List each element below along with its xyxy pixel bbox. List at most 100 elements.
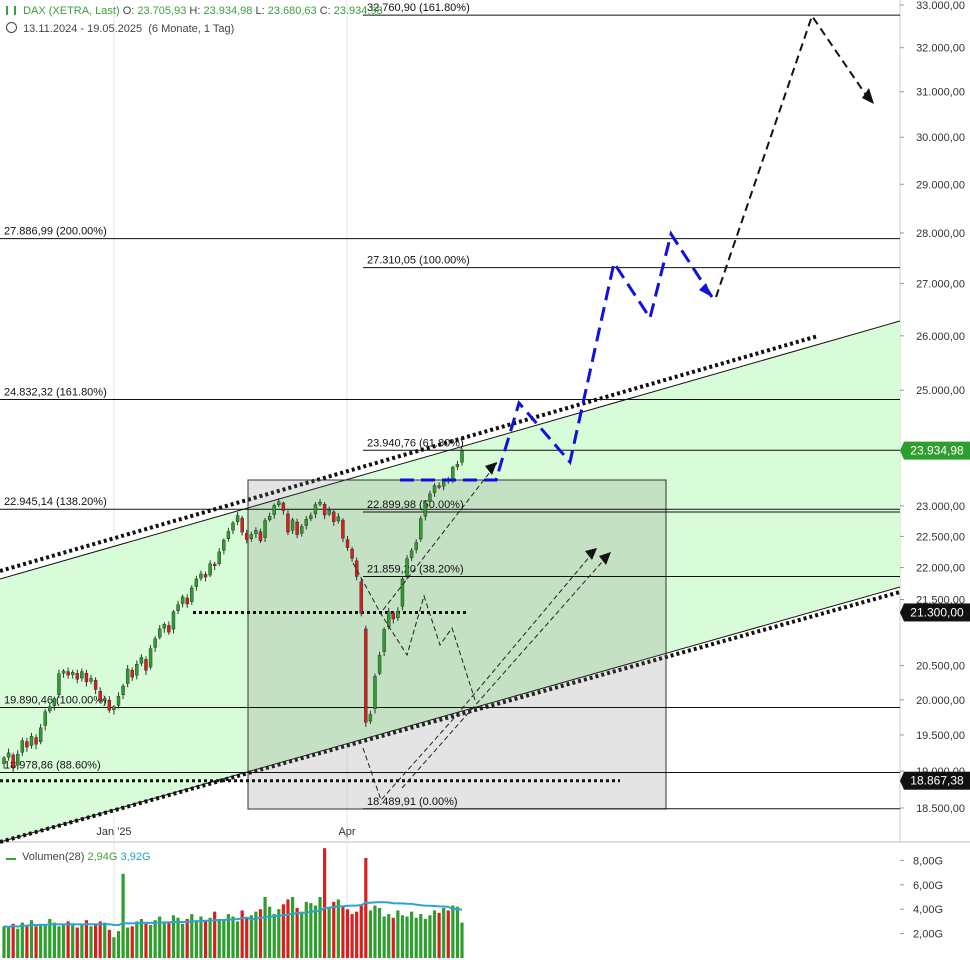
- volume-bar: [185, 918, 189, 958]
- volume-bar: [112, 937, 116, 958]
- volume-bar: [423, 918, 427, 958]
- black-arrow-head: [862, 88, 874, 104]
- candle-body: [350, 548, 354, 559]
- candle-body: [203, 574, 208, 578]
- candle-body: [267, 516, 272, 521]
- volume-bar: [350, 914, 354, 958]
- candle-body: [144, 659, 148, 671]
- candle-body: [212, 563, 217, 566]
- volume-bar: [410, 911, 414, 958]
- price-badge-tip: [900, 441, 904, 460]
- vol-tick-label: 4,00G: [913, 904, 943, 916]
- fib-label: 24.832,32 (161.80%): [4, 387, 107, 399]
- volume-bar: [249, 915, 253, 958]
- clock-icon: [6, 22, 17, 33]
- volume-bar: [446, 910, 450, 958]
- candle-body: [345, 539, 350, 548]
- volume-ma-line: [3, 901, 463, 928]
- candle-body: [373, 676, 377, 709]
- volume-bar: [194, 920, 198, 958]
- y-tick-label: 20.000,00: [916, 695, 965, 707]
- high-label: H:: [189, 5, 201, 17]
- candle-body: [20, 740, 25, 753]
- candle-body: [377, 655, 382, 674]
- channel-upper-dotted: [0, 334, 819, 573]
- volume-bar: [199, 916, 203, 958]
- fib-label: 32.760,90 (161.80%): [367, 2, 470, 14]
- chart-range: 13.11.2024 - 19.05.2025 (6 Monate, 1 Tag…: [6, 22, 234, 35]
- volume-bar: [368, 910, 372, 958]
- volume-bar: [235, 921, 240, 958]
- volume-bar: [231, 916, 235, 958]
- blue-arrow-head: [699, 283, 712, 297]
- fib-label: 22.945,14 (138.20%): [4, 496, 107, 508]
- fib-label: 23.940,76 (61.80%): [367, 437, 464, 449]
- volume-bar: [57, 926, 61, 958]
- volume-bar: [208, 917, 212, 958]
- volume-bar: [396, 910, 400, 958]
- candle-body: [281, 502, 286, 511]
- volume-bar: [295, 907, 299, 958]
- volume-bar: [2, 926, 6, 958]
- candle-body: [354, 560, 359, 577]
- volume-bar: [281, 904, 285, 958]
- candle-body: [277, 501, 281, 505]
- volume-bar: [290, 897, 295, 958]
- volume-bar: [71, 925, 75, 958]
- candle-body: [38, 727, 43, 742]
- candle-body: [6, 752, 11, 758]
- candle-body: [217, 551, 221, 564]
- volume-bar: [359, 904, 363, 958]
- vol-tick-label: 8,00G: [913, 855, 943, 867]
- candle-body: [190, 587, 194, 602]
- candle-body: [153, 638, 157, 648]
- volume-value-1: 2,94G: [87, 851, 118, 863]
- chart-header: DAX (XETRA, Last) O: 23.705,93 H: 23.934…: [6, 5, 383, 17]
- candle-body: [84, 673, 89, 683]
- volume-bar: [213, 911, 217, 958]
- volume-bar: [144, 923, 148, 958]
- high-value: 23.934,98: [203, 5, 253, 17]
- price-badge-label: 18.867,38: [910, 774, 964, 788]
- volume-bar: [309, 903, 313, 958]
- candle-body: [158, 628, 162, 638]
- candle-body: [304, 519, 308, 526]
- y-tick-label: 29.000,00: [916, 179, 965, 191]
- y-tick-label: 23.000,00: [916, 501, 965, 513]
- volume-bar: [162, 922, 166, 958]
- volume-bar: [20, 922, 24, 958]
- candle-body: [245, 533, 249, 540]
- volume-bar: [414, 917, 418, 958]
- volume-legend: Volumen(28) 2,94G 3,92G: [6, 851, 151, 863]
- candle-body: [43, 711, 47, 726]
- candle-body: [208, 563, 212, 576]
- volume-bar: [148, 925, 153, 958]
- close-value: 23.934,98: [333, 5, 383, 17]
- y-tick-label: 27.000,00: [916, 278, 965, 290]
- y-tick-label: 20.500,00: [916, 661, 965, 673]
- candle-body: [286, 513, 290, 533]
- channel-fill: [0, 321, 900, 842]
- vol-tick-label: 6,00G: [913, 880, 943, 892]
- y-tick-label: 28.000,00: [916, 228, 965, 240]
- volume-bar: [387, 914, 391, 958]
- candle-body: [336, 516, 341, 522]
- volume-bar: [432, 910, 437, 958]
- candle-body: [391, 612, 395, 620]
- price-badge-label: 21.300,00: [910, 605, 964, 619]
- candle-body: [455, 464, 460, 467]
- price-badge-bg: [904, 771, 970, 790]
- volume-icon: [6, 852, 16, 860]
- volume-bar: [98, 921, 102, 958]
- candle-body: [405, 558, 409, 577]
- symbol-name: DAX (XETRA, Last): [23, 5, 120, 17]
- candle-body: [400, 578, 405, 607]
- open-value: 23.705,93: [137, 5, 187, 17]
- volume-bar: [190, 914, 194, 958]
- volume-bar: [126, 927, 130, 958]
- candle-body: [171, 611, 176, 630]
- candle-body: [70, 672, 75, 675]
- volume-bar: [222, 920, 226, 958]
- candle-body: [341, 519, 345, 539]
